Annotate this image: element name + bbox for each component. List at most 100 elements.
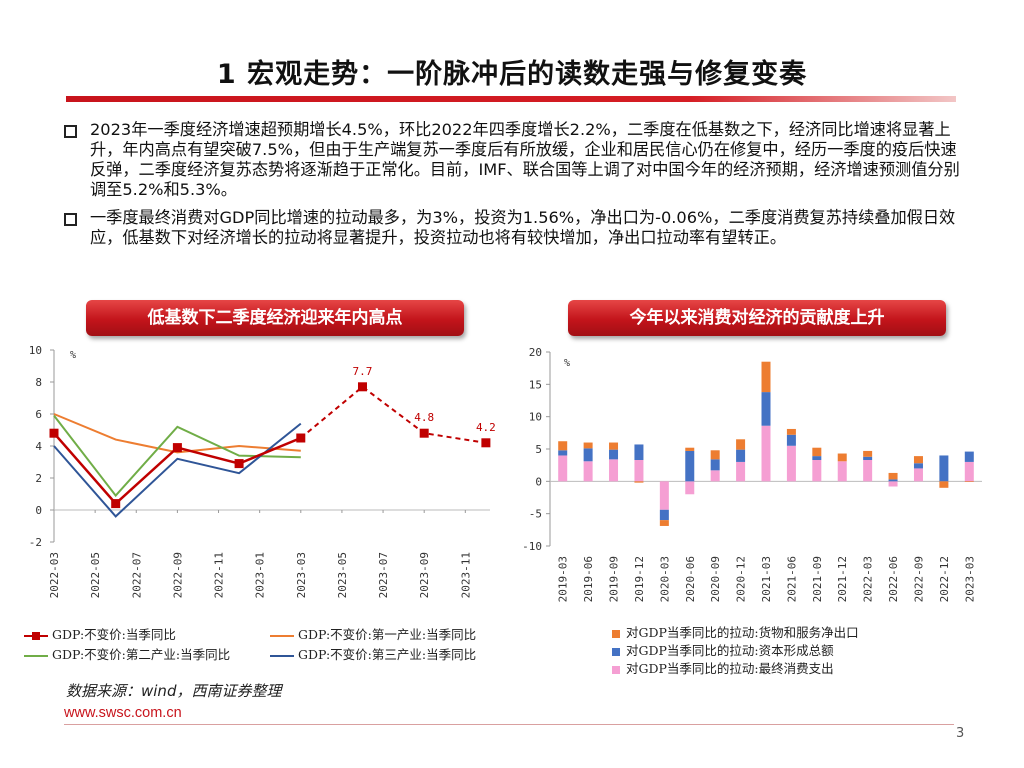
y-tick-label: 4 bbox=[35, 440, 42, 453]
y-tick-label: 0 bbox=[35, 504, 42, 517]
y-tick-label: 15 bbox=[529, 378, 542, 391]
title-underline bbox=[66, 96, 956, 102]
bar-segment bbox=[863, 459, 873, 482]
data-label: 4.8 bbox=[414, 411, 434, 424]
bar-segment bbox=[659, 520, 669, 526]
bar-segment bbox=[913, 456, 923, 464]
legend-label: GDP:不变价:第一产业:当季同比 bbox=[298, 627, 477, 642]
legend-item: GDP:不变价:第三产业:当季同比 bbox=[270, 644, 476, 663]
x-tick-label: 2022-07 bbox=[130, 552, 143, 598]
x-tick-label: 2019-06 bbox=[582, 556, 595, 602]
legend-marker-icon bbox=[32, 631, 40, 640]
checkbox-bullet-icon bbox=[64, 213, 77, 226]
bar-segment bbox=[913, 468, 923, 482]
unit-label: % bbox=[564, 358, 570, 369]
bar-segment bbox=[583, 461, 593, 482]
legend-swatch bbox=[612, 647, 620, 656]
legend-swatch bbox=[612, 665, 620, 674]
legend-label: GDP:不变价:第三产业:当季同比 bbox=[298, 647, 477, 662]
bullet-item-2: 一季度最终消费对GDP同比增速的拉动最多，为3%，投资为1.56%，净出口为-0… bbox=[64, 208, 964, 248]
bar-segment bbox=[761, 392, 771, 426]
bar-segment bbox=[685, 481, 695, 495]
line-series bbox=[53, 422, 302, 518]
bar-segment bbox=[634, 481, 644, 483]
x-tick-label: 2021-03 bbox=[760, 556, 773, 602]
checkbox-bullet-icon bbox=[64, 125, 77, 138]
legend-item: GDP:不变价:第二产业:当季同比 bbox=[24, 644, 230, 663]
bar-segment bbox=[939, 481, 949, 488]
legend-label: 对GDP当季同比的拉动:最终消费支出 bbox=[626, 661, 834, 676]
bullet-item-1: 2023年一季度经济增速超预期增长4.5%，环比2022年四季度增长2.2%，二… bbox=[64, 120, 964, 200]
x-tick-label: 2021-09 bbox=[811, 556, 824, 602]
bar-segment bbox=[736, 449, 746, 462]
y-tick-label: 0 bbox=[535, 475, 542, 488]
x-tick-label: 2020-06 bbox=[684, 556, 697, 602]
data-label: 7.7 bbox=[353, 365, 373, 378]
bullet-list: 2023年一季度经济增速超预期增长4.5%，环比2022年四季度增长2.2%，二… bbox=[64, 120, 964, 256]
x-tick-label: 2019-09 bbox=[608, 556, 621, 602]
y-tick-label: 20 bbox=[529, 346, 542, 359]
bar-segment bbox=[659, 509, 669, 521]
data-source-note: 数据来源：wind，西南证券整理 bbox=[66, 682, 282, 700]
x-tick-label: 2022-03 bbox=[48, 552, 61, 598]
bar-segment bbox=[634, 444, 644, 460]
x-tick-label: 2019-12 bbox=[633, 556, 646, 602]
right-chart-title: 今年以来消费对经济的贡献度上升 bbox=[568, 300, 946, 336]
x-tick-label: 2023-03 bbox=[295, 552, 308, 598]
y-tick-label: -10 bbox=[522, 540, 542, 553]
page-title: 1 宏观走势：一阶脉冲后的读数走强与修复变奏 bbox=[216, 59, 808, 90]
bar-segment bbox=[710, 470, 720, 482]
footer-divider bbox=[64, 724, 954, 725]
bar-segment bbox=[736, 439, 746, 450]
bar-segment bbox=[761, 425, 771, 482]
data-label: 4.2 bbox=[476, 421, 496, 434]
y-tick-label: 10 bbox=[529, 411, 542, 424]
bar-chart-legend: 对GDP当季同比的拉动:货物和服务净出口 对GDP当季同比的拉动:资本形成总额对G… bbox=[612, 622, 912, 678]
line-chart-legend: GDP:不变价:当季同比 GDP:不变价:第一产业:当季同比 GDP:不变价:第二产… bbox=[24, 624, 514, 664]
y-tick-label: 2 bbox=[35, 472, 42, 485]
legend-label: GDP:不变价:第二产业:当季同比 bbox=[52, 647, 231, 662]
bar-segment bbox=[964, 461, 974, 482]
x-tick-label: 2022-03 bbox=[862, 556, 875, 602]
x-tick-label: 2020-03 bbox=[658, 556, 671, 602]
legend-label: 对GDP当季同比的拉动:货物和服务净出口 bbox=[626, 625, 859, 640]
y-tick-label: 5 bbox=[535, 443, 542, 456]
legend-swatch bbox=[24, 631, 48, 640]
x-tick-label: 2021-12 bbox=[836, 556, 849, 602]
x-tick-label: 2020-12 bbox=[735, 556, 748, 602]
y-tick-label: -5 bbox=[529, 508, 542, 521]
bar-segment bbox=[634, 459, 644, 482]
contribution-bar-chart: -10 -5 0 5 10 15 20% 2019-03 2019-06 2019-09 2019-… bbox=[522, 346, 982, 602]
website-link[interactable]: www.swsc.com.cn bbox=[64, 705, 182, 721]
bar-segment bbox=[888, 472, 898, 480]
line-series bbox=[53, 414, 301, 498]
x-tick-label: 2023-09 bbox=[418, 552, 431, 598]
bar-segment bbox=[863, 450, 873, 457]
bar-segment bbox=[659, 481, 669, 510]
bar-segment bbox=[558, 441, 568, 451]
line-series bbox=[53, 413, 301, 454]
bar-segment bbox=[812, 459, 822, 482]
data-point-marker bbox=[419, 428, 429, 438]
data-point-marker bbox=[481, 438, 491, 448]
bar-segment bbox=[812, 447, 822, 457]
y-tick-label: 8 bbox=[35, 376, 42, 389]
bar-segment bbox=[863, 456, 873, 460]
x-tick-label: 2022-09 bbox=[171, 552, 184, 598]
left-chart-title: 低基数下二季度经济迎来年内高点 bbox=[86, 300, 464, 336]
bar-segment bbox=[964, 451, 974, 462]
legend-item: 对GDP当季同比的拉动:资本形成总额 bbox=[612, 640, 834, 659]
bar-segment bbox=[888, 479, 898, 482]
x-tick-label: 2019-03 bbox=[557, 556, 570, 602]
x-tick-label: 2022-09 bbox=[912, 556, 925, 602]
bar-segment bbox=[710, 450, 720, 460]
bar-segment bbox=[609, 442, 619, 450]
bar-segment bbox=[786, 445, 796, 482]
x-tick-label: 2023-03 bbox=[963, 556, 976, 602]
bar-segment bbox=[786, 428, 796, 435]
bar-segment bbox=[837, 453, 847, 462]
x-tick-label: 2020-09 bbox=[709, 556, 722, 602]
bar-segment bbox=[761, 361, 771, 393]
y-tick-label: 10 bbox=[29, 344, 42, 357]
bar-segment bbox=[888, 481, 898, 487]
